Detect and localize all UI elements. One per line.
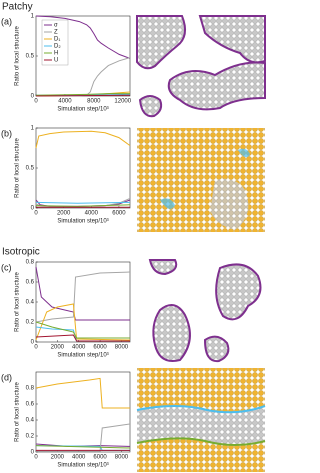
- y-axis-label: Ratio of local structure: [15, 25, 21, 85]
- y-tick-label: 1: [31, 14, 35, 20]
- y-tick-label: 0.5: [26, 166, 35, 172]
- series-line: [35, 93, 130, 96]
- x-tick-label: 8000: [115, 455, 129, 461]
- series-line: [35, 15, 131, 59]
- y-tick-label: 0.6: [26, 402, 35, 408]
- x-tick-label: 2000: [51, 455, 65, 461]
- panel-label: (c): [1, 262, 12, 272]
- x-axis-label: Simulation step/10³: [57, 219, 108, 225]
- x-tick-label: 4000: [72, 345, 86, 351]
- y-axis-label: Ratio of local structure: [15, 137, 21, 197]
- snapshot-d: [136, 368, 266, 472]
- y-axis-label: Ratio of local structure: [15, 271, 21, 331]
- y-tick-label: 0: [31, 94, 35, 100]
- y-tick-label: 1: [31, 126, 35, 132]
- series-line: [35, 334, 130, 342]
- x-tick-label: 0: [34, 455, 38, 461]
- x-tick-label: 6000: [93, 455, 107, 461]
- x-tick-label: 8000: [115, 345, 129, 351]
- x-axis-label: Simulation step/10³: [57, 353, 108, 359]
- legend-label: U: [54, 58, 58, 64]
- legend-label: D₁: [54, 37, 60, 43]
- plot-frame: [35, 261, 131, 343]
- panel-label: (a): [1, 16, 12, 26]
- plot-frame: [35, 127, 131, 209]
- x-tick-label: 4000: [85, 211, 99, 217]
- series-line: [35, 321, 130, 339]
- legend-label: D₂: [54, 44, 61, 50]
- series-line: [35, 94, 131, 97]
- x-tick-label: 8000: [87, 99, 101, 105]
- legend-box: [41, 19, 69, 66]
- y-tick-label: 0.6: [26, 280, 35, 286]
- y-axis-label: Ratio of local structure: [15, 381, 21, 441]
- x-tick-label: 4000: [58, 99, 72, 105]
- snapshot-a: [136, 15, 266, 120]
- y-tick-label: 0.4: [26, 300, 35, 306]
- snapshot-c: [137, 258, 265, 364]
- x-tick-label: 0: [34, 211, 38, 217]
- x-tick-label: 12000: [114, 99, 131, 105]
- y-tick-label: 0: [31, 450, 35, 456]
- series-line: [35, 266, 130, 321]
- y-tick-label: 0: [31, 340, 35, 346]
- y-tick-label: 0.8: [26, 260, 35, 266]
- x-axis-label: Simulation step/10³: [57, 463, 108, 469]
- x-tick-label: 2000: [57, 211, 71, 217]
- series-line: [35, 303, 131, 341]
- y-tick-label: 0.4: [26, 418, 35, 424]
- panel-label: (d): [1, 372, 12, 382]
- legend-label: σ: [54, 23, 58, 29]
- panel-label: (b): [1, 128, 12, 138]
- y-tick-label: 0.8: [26, 386, 35, 392]
- series-line: [35, 271, 131, 323]
- y-tick-label: 0.2: [26, 434, 35, 440]
- x-tick-label: 6000: [112, 211, 126, 217]
- x-tick-label: 0: [34, 99, 38, 105]
- x-tick-label: 4000: [72, 455, 86, 461]
- series-line: [35, 204, 131, 207]
- legend-label: Z: [54, 30, 58, 36]
- x-tick-label: 2000: [51, 345, 65, 351]
- plot-frame: [35, 371, 131, 453]
- x-tick-label: 0: [34, 345, 38, 351]
- series-line: [35, 377, 130, 409]
- snapshot-b: [137, 128, 265, 232]
- x-axis-label: Simulation step/10³: [57, 107, 108, 113]
- series-line: [35, 130, 131, 149]
- series-line: [36, 423, 131, 452]
- section-title: Isotropic: [2, 247, 40, 258]
- series-line: [35, 201, 131, 204]
- section-title: Patchy: [2, 2, 33, 13]
- x-tick-label: 6000: [93, 345, 107, 351]
- y-tick-label: 0: [31, 206, 35, 212]
- y-tick-label: 0.2: [26, 320, 35, 326]
- series-line: [35, 445, 131, 449]
- legend-label: H: [54, 51, 58, 57]
- y-tick-label: 0.5: [26, 54, 35, 60]
